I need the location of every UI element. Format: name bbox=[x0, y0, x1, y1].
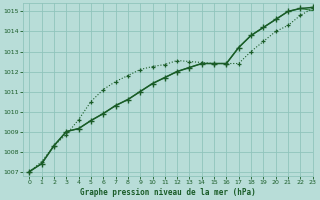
X-axis label: Graphe pression niveau de la mer (hPa): Graphe pression niveau de la mer (hPa) bbox=[80, 188, 256, 197]
